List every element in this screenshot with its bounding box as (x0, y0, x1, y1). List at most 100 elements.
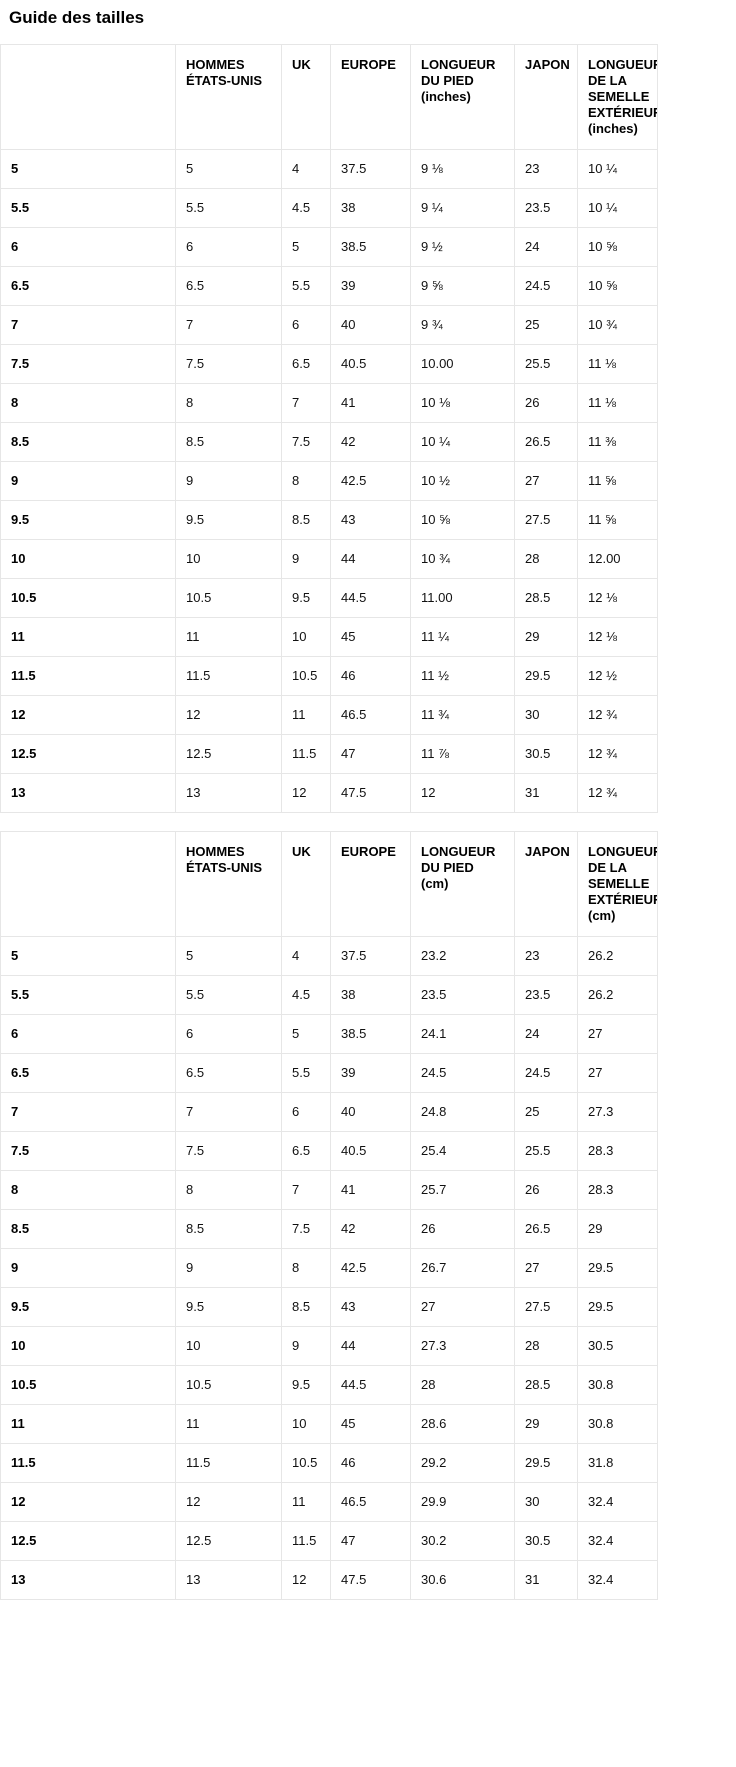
cell: 10 ⅝ (577, 227, 658, 267)
table-row: 7.5 7.5 6.5 40.5 10.00 25.5 11 ⅛ (0, 344, 658, 384)
cell: 25.5 (514, 344, 578, 384)
column-header: UK (281, 831, 331, 937)
column-header: UK (281, 44, 331, 150)
cell: 24 (514, 227, 578, 267)
cell: 4 (281, 936, 331, 976)
table-row: 13 13 12 47.5 30.6 31 32.4 (0, 1560, 658, 1600)
cell: 37.5 (330, 936, 411, 976)
cell: 10.5 (281, 1443, 331, 1483)
cell: 11 ⅝ (577, 500, 658, 540)
cell: 47.5 (330, 773, 411, 813)
cell: 26 (410, 1209, 515, 1249)
cell: 43 (330, 500, 411, 540)
cell: 11 ⅛ (577, 344, 658, 384)
cell: 42.5 (330, 1248, 411, 1288)
cell: 32.4 (577, 1482, 658, 1522)
cell: 29.5 (514, 1443, 578, 1483)
cell: 10 (175, 1326, 282, 1366)
row-label: 9 (0, 461, 176, 501)
cell: 44 (330, 1326, 411, 1366)
cell: 4.5 (281, 975, 331, 1015)
cell: 25 (514, 1092, 578, 1132)
cell: 8 (281, 461, 331, 501)
cell: 10.5 (175, 1365, 282, 1405)
cell: 25.5 (514, 1131, 578, 1171)
row-label: 11 (0, 617, 176, 657)
cell: 6 (175, 1014, 282, 1054)
cell: 44.5 (330, 578, 411, 618)
column-header (0, 44, 176, 150)
cell: 30.6 (410, 1560, 515, 1600)
cell: 27 (577, 1053, 658, 1093)
header-row: HOMMES ÉTATS-UNIS UK EUROPE LONGUEUR DU PIE… (0, 44, 658, 150)
cell: 23 (514, 149, 578, 189)
cell: 28.5 (514, 1365, 578, 1405)
cell: 27.3 (577, 1092, 658, 1132)
cell: 5.5 (175, 188, 282, 228)
cell: 10.00 (410, 344, 515, 384)
cell: 9.5 (281, 1365, 331, 1405)
cell: 9 (175, 461, 282, 501)
cell: 45 (330, 1404, 411, 1444)
cell: 11 ⅝ (577, 461, 658, 501)
cell: 8 (175, 1170, 282, 1210)
cell: 31 (514, 1560, 578, 1600)
cell: 6 (281, 305, 331, 345)
cell: 29.5 (577, 1248, 658, 1288)
row-label: 9.5 (0, 500, 176, 540)
cell: 10.5 (175, 578, 282, 618)
column-header: JAPON (514, 44, 578, 150)
table-row: 5.5 5.5 4.5 38 23.5 23.5 26.2 (0, 975, 658, 1015)
cell: 30.8 (577, 1365, 658, 1405)
table-row: 10.5 10.5 9.5 44.5 28 28.5 30.8 (0, 1365, 658, 1405)
cell: 37.5 (330, 149, 411, 189)
cell: 23.5 (410, 975, 515, 1015)
cell: 41 (330, 1170, 411, 1210)
cell: 26.2 (577, 936, 658, 976)
cell: 4 (281, 149, 331, 189)
table-row: 8 8 7 41 10 ⅛ 26 11 ⅛ (0, 383, 658, 423)
cell: 29 (514, 1404, 578, 1444)
cell: 46 (330, 656, 411, 696)
cell: 24.5 (514, 1053, 578, 1093)
cell: 27.3 (410, 1326, 515, 1366)
table-row: 7 7 6 40 24.8 25 27.3 (0, 1092, 658, 1132)
column-header: LONGUEUR DU PIED (cm) (410, 831, 515, 937)
table-row: 8 8 7 41 25.7 26 28.3 (0, 1170, 658, 1210)
cell: 8.5 (175, 1209, 282, 1249)
cell: 12 ¾ (577, 695, 658, 735)
cell: 11.5 (175, 1443, 282, 1483)
row-label: 11 (0, 1404, 176, 1444)
cell: 26.5 (514, 1209, 578, 1249)
cell: 30.5 (514, 1521, 578, 1561)
cell: 24.1 (410, 1014, 515, 1054)
cell: 12 ⅛ (577, 617, 658, 657)
cell: 28.5 (514, 578, 578, 618)
row-label: 12.5 (0, 734, 176, 774)
cell: 5 (175, 936, 282, 976)
cell: 25.7 (410, 1170, 515, 1210)
cell: 11 ¾ (410, 695, 515, 735)
cell: 11 (175, 1404, 282, 1444)
cell: 9 (281, 1326, 331, 1366)
cell: 6.5 (175, 1053, 282, 1093)
cell: 12 (410, 773, 515, 813)
cell: 9.5 (175, 1287, 282, 1327)
cell: 5.5 (281, 1053, 331, 1093)
cell: 7 (281, 1170, 331, 1210)
cell: 10 ⅝ (577, 266, 658, 306)
column-header: JAPON (514, 831, 578, 937)
cell: 40 (330, 305, 411, 345)
cell: 11 ⅞ (410, 734, 515, 774)
table-row: 12.5 12.5 11.5 47 11 ⅞ 30.5 12 ¾ (0, 734, 658, 774)
table-row: 12 12 11 46.5 11 ¾ 30 12 ¾ (0, 695, 658, 735)
cell: 45 (330, 617, 411, 657)
row-label: 10 (0, 539, 176, 579)
row-label: 13 (0, 1560, 176, 1600)
size-table-block-cm: HOMMES ÉTATS-UNIS UK EUROPE LONGUEUR DU PIE… (0, 831, 736, 1600)
table-row: 11.5 11.5 10.5 46 29.2 29.5 31.8 (0, 1443, 658, 1483)
table-row: 6.5 6.5 5.5 39 24.5 24.5 27 (0, 1053, 658, 1093)
cell: 38 (330, 975, 411, 1015)
table-row: 9.5 9.5 8.5 43 27 27.5 29.5 (0, 1287, 658, 1327)
row-label: 12 (0, 1482, 176, 1522)
